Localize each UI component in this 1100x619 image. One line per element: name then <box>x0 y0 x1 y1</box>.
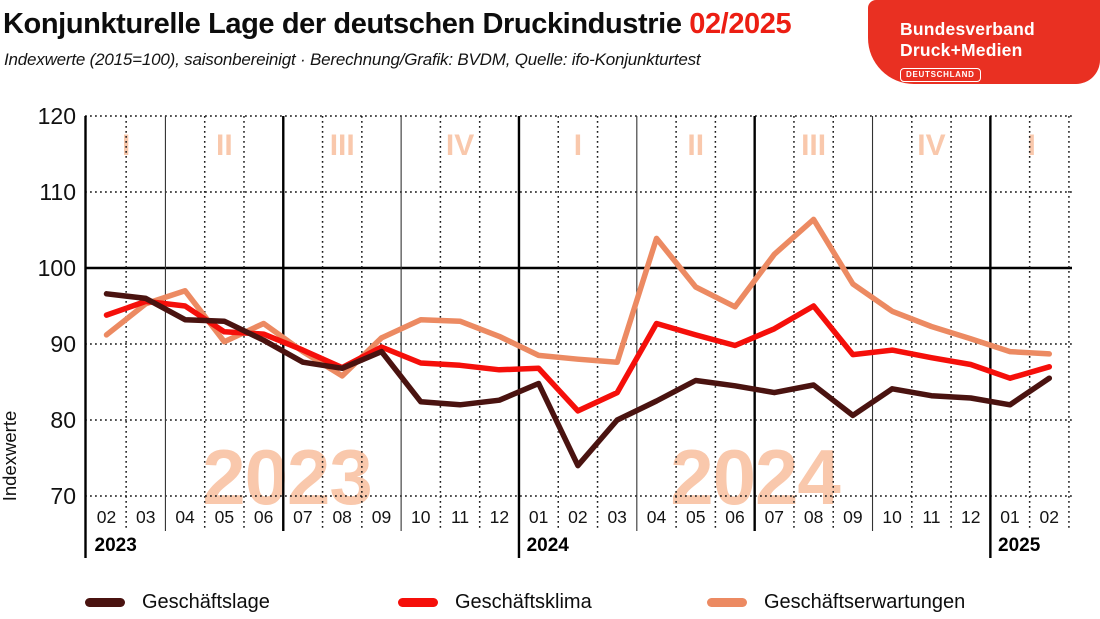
svg-text:I: I <box>574 129 582 162</box>
legend-swatch-geschaeftsklima <box>398 597 438 607</box>
logo-line2: Druck+Medien <box>900 40 1023 60</box>
year-axis-labels: 2023 2024 2025 <box>95 535 1041 556</box>
svg-text:04: 04 <box>647 507 667 527</box>
svg-text:IV: IV <box>446 129 474 162</box>
svg-text:I: I <box>122 129 130 162</box>
legend-label-geschaeftsklima: Geschäftsklima <box>455 590 592 613</box>
legend-swatch-geschaeftslage <box>85 597 125 607</box>
svg-text:2024: 2024 <box>527 535 570 556</box>
svg-text:09: 09 <box>843 507 862 527</box>
svg-text:120: 120 <box>38 103 76 129</box>
svg-text:03: 03 <box>136 507 155 527</box>
svg-text:10: 10 <box>411 507 431 527</box>
svg-text:IV: IV <box>917 129 945 162</box>
y-axis-labels: 70 80 90 100 110 120 <box>38 103 76 509</box>
svg-text:2023: 2023 <box>202 433 372 521</box>
svg-text:110: 110 <box>39 179 76 205</box>
svg-text:11: 11 <box>451 507 469 527</box>
series-line-geschftsklima <box>103 298 1053 414</box>
v-gridlines <box>84 116 1070 558</box>
legend-item-geschaeftsklima: Geschäftsklima <box>398 589 592 615</box>
svg-text:06: 06 <box>254 507 273 527</box>
svg-text:12: 12 <box>961 507 980 527</box>
svg-text:07: 07 <box>293 507 312 527</box>
page-title-period: 02/2025 <box>689 8 792 40</box>
page-title: Konjunkturelle Lage der deutschen Drucki… <box>3 8 792 41</box>
svg-text:08: 08 <box>332 507 351 527</box>
month-axis-labels: 02 03 04 05 06 07 08 09 10 11 12 01 02 03 04 05 06 07 08 09… <box>97 507 1059 527</box>
svg-text:08: 08 <box>804 507 823 527</box>
svg-text:12: 12 <box>490 507 509 527</box>
svg-text:01: 01 <box>529 507 548 527</box>
legend-label-geschaeftserwartungen: Geschäftserwartungen <box>764 590 966 613</box>
svg-text:02: 02 <box>1040 507 1059 527</box>
svg-text:04: 04 <box>175 507 195 527</box>
svg-text:05: 05 <box>215 507 234 527</box>
series-line-geschftslage <box>103 291 1053 469</box>
svg-text:01: 01 <box>1000 507 1019 527</box>
svg-text:11: 11 <box>922 507 940 527</box>
logo-line1: Bundesverband <box>900 19 1035 39</box>
svg-text:80: 80 <box>50 407 76 433</box>
legend-item-geschaeftslage: Geschäftslage <box>85 589 270 615</box>
chart-legend: Geschäftslage Geschäftsklima Geschäftser… <box>0 589 1100 615</box>
svg-text:02: 02 <box>568 507 587 527</box>
svg-text:70: 70 <box>50 483 76 509</box>
page-title-main: Konjunkturelle Lage der deutschen Drucki… <box>3 8 682 40</box>
svg-text:07: 07 <box>765 507 784 527</box>
svg-text:2025: 2025 <box>998 535 1041 556</box>
svg-text:02: 02 <box>97 507 116 527</box>
y-axis-title: Indexwerte <box>0 411 20 502</box>
svg-text:100: 100 <box>38 255 76 281</box>
legend-item-geschaeftserwartungen: Geschäftserwartungen <box>707 589 965 615</box>
svg-text:II: II <box>216 129 233 162</box>
bvdm-logo: Bundesverband Druck+Medien DEUTSCHLAND <box>868 0 1100 84</box>
svg-text:09: 09 <box>372 507 391 527</box>
svg-text:05: 05 <box>686 507 705 527</box>
svg-text:2023: 2023 <box>95 535 137 556</box>
page-subtitle: Indexwerte (2015=100), saisonbereinigt ·… <box>4 50 701 69</box>
svg-text:03: 03 <box>607 507 626 527</box>
svg-text:06: 06 <box>725 507 744 527</box>
quarter-labels: I II III IV I II III IV I <box>122 129 1036 162</box>
legend-label-geschaeftslage: Geschäftslage <box>142 590 270 613</box>
svg-text:90: 90 <box>50 331 76 357</box>
legend-swatch-geschaeftserwartungen <box>707 597 747 607</box>
svg-text:III: III <box>801 129 826 162</box>
svg-text:III: III <box>330 129 355 162</box>
svg-text:II: II <box>687 129 704 162</box>
logo-country-badge: DEUTSCHLAND <box>900 68 981 82</box>
svg-text:10: 10 <box>882 507 902 527</box>
h-gridlines <box>85 115 1072 497</box>
svg-text:I: I <box>1027 129 1035 162</box>
series-line-geschftserwartungen <box>103 216 1053 379</box>
